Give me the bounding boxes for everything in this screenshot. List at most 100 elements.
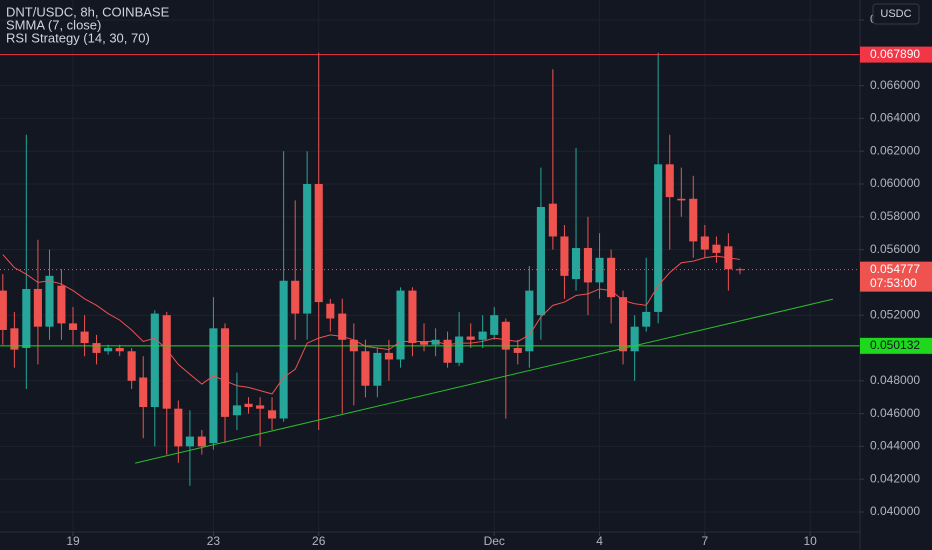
- y-tick-label: 0.064000: [870, 111, 920, 125]
- candle-body: [314, 184, 323, 303]
- plot-area: [0, 52, 860, 486]
- y-tick-label: 0.040000: [870, 504, 920, 518]
- y-tick-label: 0.058000: [870, 209, 920, 223]
- legend-entry: SMMA (7, close): [6, 17, 101, 32]
- candle-body: [150, 313, 159, 408]
- y-tick-label: 0.056000: [870, 242, 920, 256]
- candle-body: [0, 290, 7, 330]
- candle-body: [455, 336, 464, 363]
- candle-body: [630, 326, 639, 352]
- candle-body: [197, 436, 206, 447]
- candle-body: [68, 323, 78, 330]
- candle-body: [384, 352, 393, 360]
- candle-body: [57, 285, 66, 324]
- candle-body: [513, 347, 522, 353]
- candle-body: [607, 257, 616, 298]
- candle-body: [431, 339, 440, 345]
- x-tick-label: Dec: [484, 534, 505, 548]
- candle-body: [185, 436, 194, 447]
- candle-body: [45, 275, 54, 327]
- candle-body: [700, 236, 709, 250]
- last-price-label: 0.054777: [870, 262, 920, 276]
- candle-body: [712, 244, 721, 253]
- y-tick-label: 0.052000: [870, 307, 920, 321]
- chart-title: DNT/USDC, 8h, COINBASE: [6, 4, 170, 19]
- candle-body: [326, 303, 335, 319]
- candle-body: [127, 351, 136, 381]
- candle-body: [396, 290, 405, 360]
- last-price-tag: [860, 261, 932, 292]
- smma-line: [2, 254, 741, 395]
- candle-body: [490, 315, 499, 335]
- currency-label: USDC: [880, 8, 911, 20]
- candle-body: [115, 347, 124, 352]
- candle-body: [583, 247, 593, 283]
- candle-body: [232, 405, 241, 416]
- price-level-tag: [860, 337, 932, 354]
- y-tick-label: 0.066000: [870, 78, 920, 92]
- countdown-label: 07:53:00: [870, 276, 917, 290]
- candle-body: [256, 405, 265, 409]
- candle-body: [419, 341, 429, 345]
- candle-body: [560, 236, 569, 276]
- candle-body: [338, 313, 347, 340]
- candle-body: [174, 408, 183, 447]
- candle-body: [466, 336, 475, 340]
- y-tick-label: 0.044000: [870, 439, 920, 453]
- x-tick-label: 26: [312, 534, 326, 548]
- candle-body: [80, 331, 89, 344]
- candle-body: [478, 331, 487, 340]
- candle-body: [525, 290, 534, 352]
- candle-body: [244, 403, 253, 408]
- candle-body: [665, 164, 674, 198]
- axes: 0.040000 0.042000 0.044000 0.046000 0.048000…: [66, 12, 932, 548]
- candle-body: [595, 257, 604, 283]
- candle-body: [10, 328, 19, 350]
- candle-body: [209, 328, 218, 444]
- y-tick-label: 0.048000: [870, 373, 920, 387]
- candle-body: [642, 311, 651, 327]
- candle-body: [291, 280, 300, 314]
- candle-body: [501, 321, 510, 350]
- indicator-label: RSI Strategy (14, 30, 70): [6, 30, 150, 45]
- candle-body: [548, 203, 557, 237]
- candle-body: [220, 328, 230, 417]
- candle-body: [33, 288, 42, 327]
- trend-line: [135, 298, 834, 464]
- candle-body: [361, 351, 370, 386]
- x-tick-label: 4: [596, 534, 603, 548]
- y-tick-label: 0.046000: [870, 406, 920, 420]
- candle-body: [373, 352, 382, 386]
- candle-body: [689, 198, 698, 242]
- candle-body: [677, 198, 686, 201]
- candle-body: [22, 288, 31, 348]
- candle-body: [443, 339, 452, 363]
- candle-body: [619, 297, 628, 352]
- x-tick-label: 19: [66, 534, 80, 548]
- currency-button[interactable]: [872, 3, 920, 25]
- x-tick-label: 7: [702, 534, 709, 548]
- price-level-tag: [860, 46, 932, 63]
- y-tick-label: 0.042000: [870, 471, 920, 485]
- candle-body: [139, 377, 148, 408]
- x-tick-label: 23: [207, 534, 221, 548]
- candle-body: [654, 164, 663, 312]
- candle-body: [536, 206, 545, 316]
- price-level-label: 0.067890: [870, 47, 920, 61]
- x-tick-label: 10: [803, 534, 817, 548]
- candle-body: [267, 410, 277, 419]
- candle-body: [303, 184, 312, 314]
- candle-body: [162, 315, 171, 409]
- candle-body: [735, 269, 745, 271]
- candle-body: [571, 247, 581, 280]
- candle-body: [92, 343, 101, 353]
- candle-body: [279, 280, 288, 419]
- y-tick-label: 0.060000: [870, 176, 920, 190]
- y-tick-label: 0.062000: [870, 143, 920, 157]
- candle-body: [408, 290, 417, 344]
- candle-body: [104, 347, 113, 352]
- price-level-label: 0.050132: [870, 338, 920, 352]
